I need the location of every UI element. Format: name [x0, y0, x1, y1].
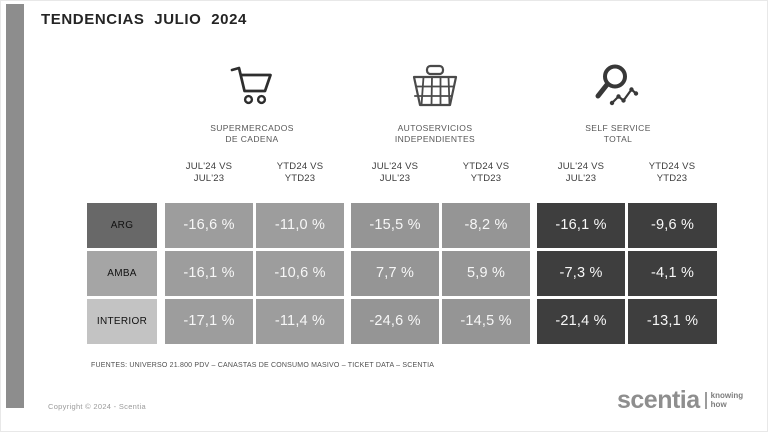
logo-brand-text: scentia — [617, 386, 700, 414]
table-cell: -4,1 % — [628, 251, 717, 296]
column-header-row: JUL'24 VS JUL'23 YTD24 VS YTD23 JUL'24 VS J… — [87, 159, 719, 191]
category-selfservice: SELF SERVICE TOTAL — [533, 63, 703, 145]
table-cell: -16,1 % — [165, 251, 253, 296]
column-header: YTD24 VS YTD23 — [648, 161, 696, 184]
category-label-line2: INDEPENDIENTES — [394, 134, 476, 144]
shopping-cart-icon — [167, 63, 337, 115]
trend-table: JUL'24 VS JUL'23 YTD24 VS YTD23 JUL'24 VS J… — [87, 159, 719, 347]
logo-tagline-line2: how — [710, 399, 727, 409]
table-cell: -13,1 % — [628, 299, 717, 344]
category-label: AUTOSERVICIOS INDEPENDIENTES — [350, 123, 520, 145]
table-cell: -24,6 % — [351, 299, 439, 344]
copyright-text: Copyright © 2024 - Scentia — [48, 402, 146, 411]
column-header: YTD24 VS YTD23 — [276, 161, 324, 184]
column-header: JUL'24 VS JUL'23 — [557, 161, 605, 184]
logo-tagline: knowing how — [710, 391, 744, 409]
row-label: INTERIOR — [87, 299, 157, 344]
table-cell: 5,9 % — [442, 251, 530, 296]
column-header: YTD24 VS YTD23 — [462, 161, 510, 184]
column-header: JUL'24 VS JUL'23 — [371, 161, 419, 184]
category-supermercados: SUPERMERCADOS DE CADENA — [167, 63, 337, 145]
sources-footnote: FUENTES: UNIVERSO 21.800 PDV – CANASTAS … — [91, 362, 435, 369]
table-cell: -9,6 % — [628, 203, 717, 248]
category-label-line2: TOTAL — [603, 134, 633, 144]
table-cell: -17,1 % — [165, 299, 253, 344]
table-cell: -16,1 % — [537, 203, 625, 248]
row-label: AMBA — [87, 251, 157, 296]
category-label-line1: SUPERMERCADOS — [210, 123, 294, 133]
table-cell: -15,5 % — [351, 203, 439, 248]
table-row-interior: INTERIOR -17,1 % -11,4 % -24,6 % -14,5 %… — [87, 299, 719, 344]
category-autoservicios: AUTOSERVICIOS INDEPENDIENTES — [350, 63, 520, 145]
table-cell: -14,5 % — [442, 299, 530, 344]
table-cell: -11,4 % — [256, 299, 344, 344]
table-cell: -10,6 % — [256, 251, 344, 296]
logo-divider — [704, 392, 707, 409]
page-title: TENDENCIAS JULIO 2024 — [41, 11, 247, 28]
left-accent-bar — [6, 4, 24, 408]
category-label: SUPERMERCADOS DE CADENA — [167, 123, 337, 145]
category-label-line1: AUTOSERVICIOS — [397, 123, 473, 133]
table-row-arg: ARG -16,6 % -11,0 % -15,5 % -8,2 % -16,1… — [87, 203, 719, 248]
magnifier-trend-icon — [533, 63, 703, 115]
shopping-basket-icon — [350, 63, 520, 115]
table-cell: -16,6 % — [165, 203, 253, 248]
column-header: JUL'24 VS JUL'23 — [185, 161, 233, 184]
scentia-logo: scentia knowing how — [617, 388, 743, 413]
logo-tagline-line1: knowing — [710, 391, 744, 400]
table-cell: -7,3 % — [537, 251, 625, 296]
table-row-amba: AMBA -16,1 % -10,6 % 7,7 % 5,9 % -7,3 % … — [87, 251, 719, 296]
category-label-line1: SELF SERVICE — [585, 123, 651, 133]
category-label: SELF SERVICE TOTAL — [533, 123, 703, 145]
table-cell: -11,0 % — [256, 203, 344, 248]
table-cell: -8,2 % — [442, 203, 530, 248]
table-cell: -21,4 % — [537, 299, 625, 344]
table-cell: 7,7 % — [351, 251, 439, 296]
row-label: ARG — [87, 203, 157, 248]
category-label-line2: DE CADENA — [225, 134, 279, 144]
